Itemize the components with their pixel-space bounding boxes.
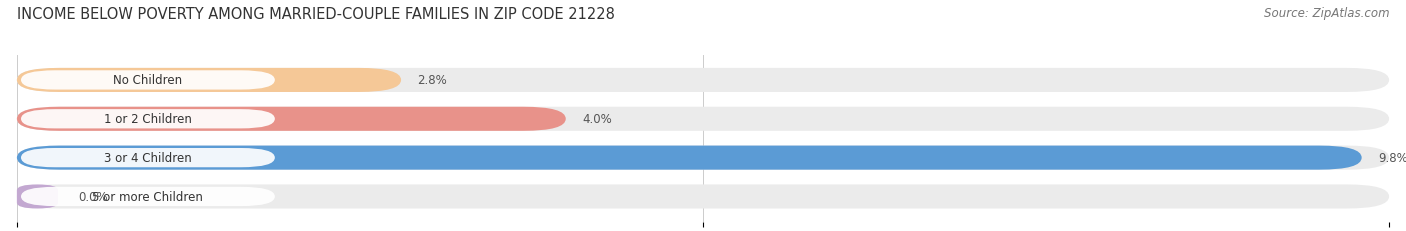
Text: 5 or more Children: 5 or more Children [93, 190, 204, 203]
FancyBboxPatch shape [17, 69, 1389, 93]
Text: 9.8%: 9.8% [1378, 152, 1406, 164]
Text: 2.8%: 2.8% [418, 74, 447, 87]
Text: 0.0%: 0.0% [79, 190, 108, 203]
FancyBboxPatch shape [21, 187, 274, 206]
Text: No Children: No Children [114, 74, 183, 87]
FancyBboxPatch shape [17, 185, 1389, 209]
FancyBboxPatch shape [17, 146, 1389, 170]
FancyBboxPatch shape [17, 107, 565, 131]
FancyBboxPatch shape [17, 185, 58, 209]
FancyBboxPatch shape [21, 110, 274, 129]
FancyBboxPatch shape [21, 148, 274, 167]
Text: INCOME BELOW POVERTY AMONG MARRIED-COUPLE FAMILIES IN ZIP CODE 21228: INCOME BELOW POVERTY AMONG MARRIED-COUPL… [17, 7, 614, 22]
Text: 1 or 2 Children: 1 or 2 Children [104, 113, 191, 126]
FancyBboxPatch shape [17, 69, 401, 93]
FancyBboxPatch shape [21, 71, 274, 90]
Text: Source: ZipAtlas.com: Source: ZipAtlas.com [1264, 7, 1389, 20]
Text: 4.0%: 4.0% [582, 113, 612, 126]
FancyBboxPatch shape [17, 107, 1389, 131]
Text: 3 or 4 Children: 3 or 4 Children [104, 152, 191, 164]
FancyBboxPatch shape [17, 146, 1361, 170]
